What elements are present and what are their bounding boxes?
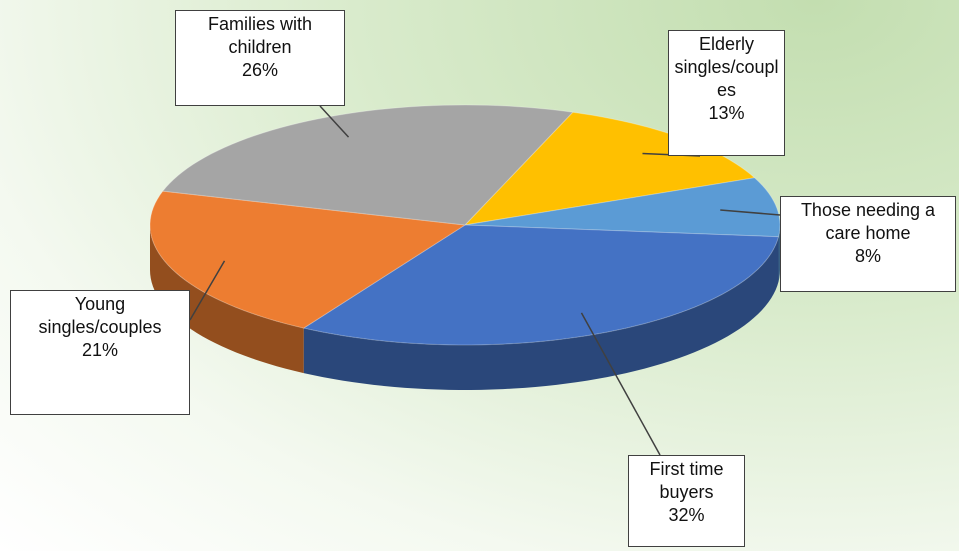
slice	[302, 224, 780, 346]
slice-side	[150, 225, 304, 374]
label-name: Those needing a care home	[800, 200, 936, 243]
label-value: 13%	[708, 103, 745, 123]
label-name: Elderly singles/couples	[674, 34, 779, 100]
data-label: Those needing a care home 8%	[780, 196, 956, 292]
label-name: Families with children	[207, 14, 313, 57]
leader-line	[189, 260, 226, 321]
leader-line	[720, 209, 781, 216]
slice	[161, 104, 574, 226]
label-value: 32%	[668, 505, 705, 525]
label-name: Young singles/couples	[38, 294, 162, 337]
slice-side	[303, 236, 779, 390]
slice	[149, 190, 467, 329]
data-label: First time buyers 32%	[628, 455, 745, 547]
label-value: 21%	[81, 340, 119, 360]
label-value: 26%	[241, 60, 279, 80]
label-value: 8%	[854, 246, 881, 266]
slice	[464, 177, 781, 238]
label-name: First time buyers	[649, 459, 724, 502]
leader-line	[580, 312, 661, 456]
data-label: Young singles/couples 21%	[10, 290, 190, 415]
data-label: Elderly singles/couples 13%	[668, 30, 785, 156]
slice-side	[778, 225, 780, 282]
data-label: Families with children 26%	[175, 10, 345, 106]
leader-line	[319, 105, 350, 138]
